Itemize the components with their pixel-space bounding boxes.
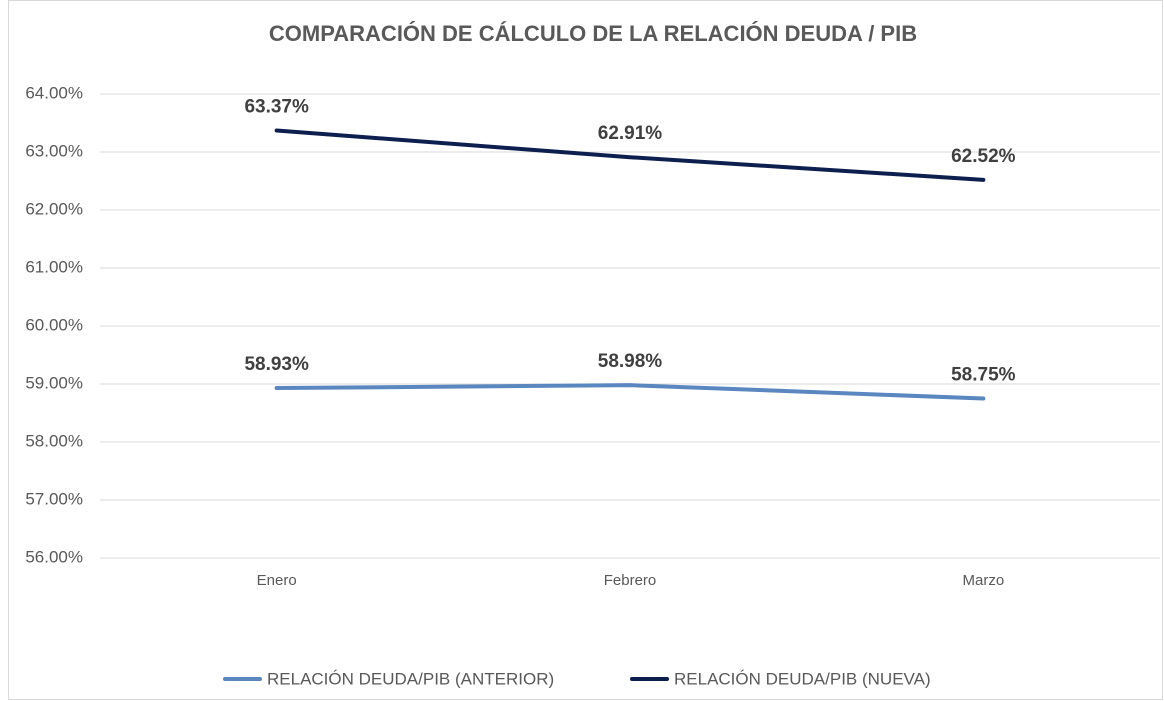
data-label: 58.75%	[951, 365, 1016, 386]
data-label: 58.93%	[244, 354, 309, 375]
y-tick-label: 61.00%	[25, 257, 83, 276]
y-tick-label: 56.00%	[25, 547, 83, 566]
y-tick-label: 58.00%	[25, 431, 83, 450]
data-label: 58.98%	[598, 351, 663, 372]
y-tick-label: 60.00%	[25, 315, 83, 334]
x-tick-label: Marzo	[962, 572, 1004, 589]
data-label: 62.91%	[598, 123, 663, 144]
x-tick-label: Enero	[257, 572, 297, 589]
legend-label: RELACIÓN DEUDA/PIB (ANTERIOR)	[267, 669, 554, 688]
series-line	[274, 383, 986, 401]
y-tick-label: 62.00%	[25, 199, 83, 218]
x-tick-label: Febrero	[604, 572, 657, 589]
data-label: 63.37%	[244, 97, 309, 118]
y-tick-label: 59.00%	[25, 373, 83, 392]
series-line	[274, 128, 986, 182]
y-tick-label: 57.00%	[25, 489, 83, 508]
y-tick-label: 63.00%	[25, 141, 83, 160]
legend-label: RELACIÓN DEUDA/PIB (NUEVA)	[674, 669, 931, 688]
y-tick-label: 64.00%	[25, 83, 83, 102]
chart-title: COMPARACIÓN DE CÁLCULO DE LA RELACIÓN DE…	[269, 21, 917, 46]
chart-border	[8, 0, 1163, 700]
data-label: 62.52%	[951, 146, 1016, 167]
